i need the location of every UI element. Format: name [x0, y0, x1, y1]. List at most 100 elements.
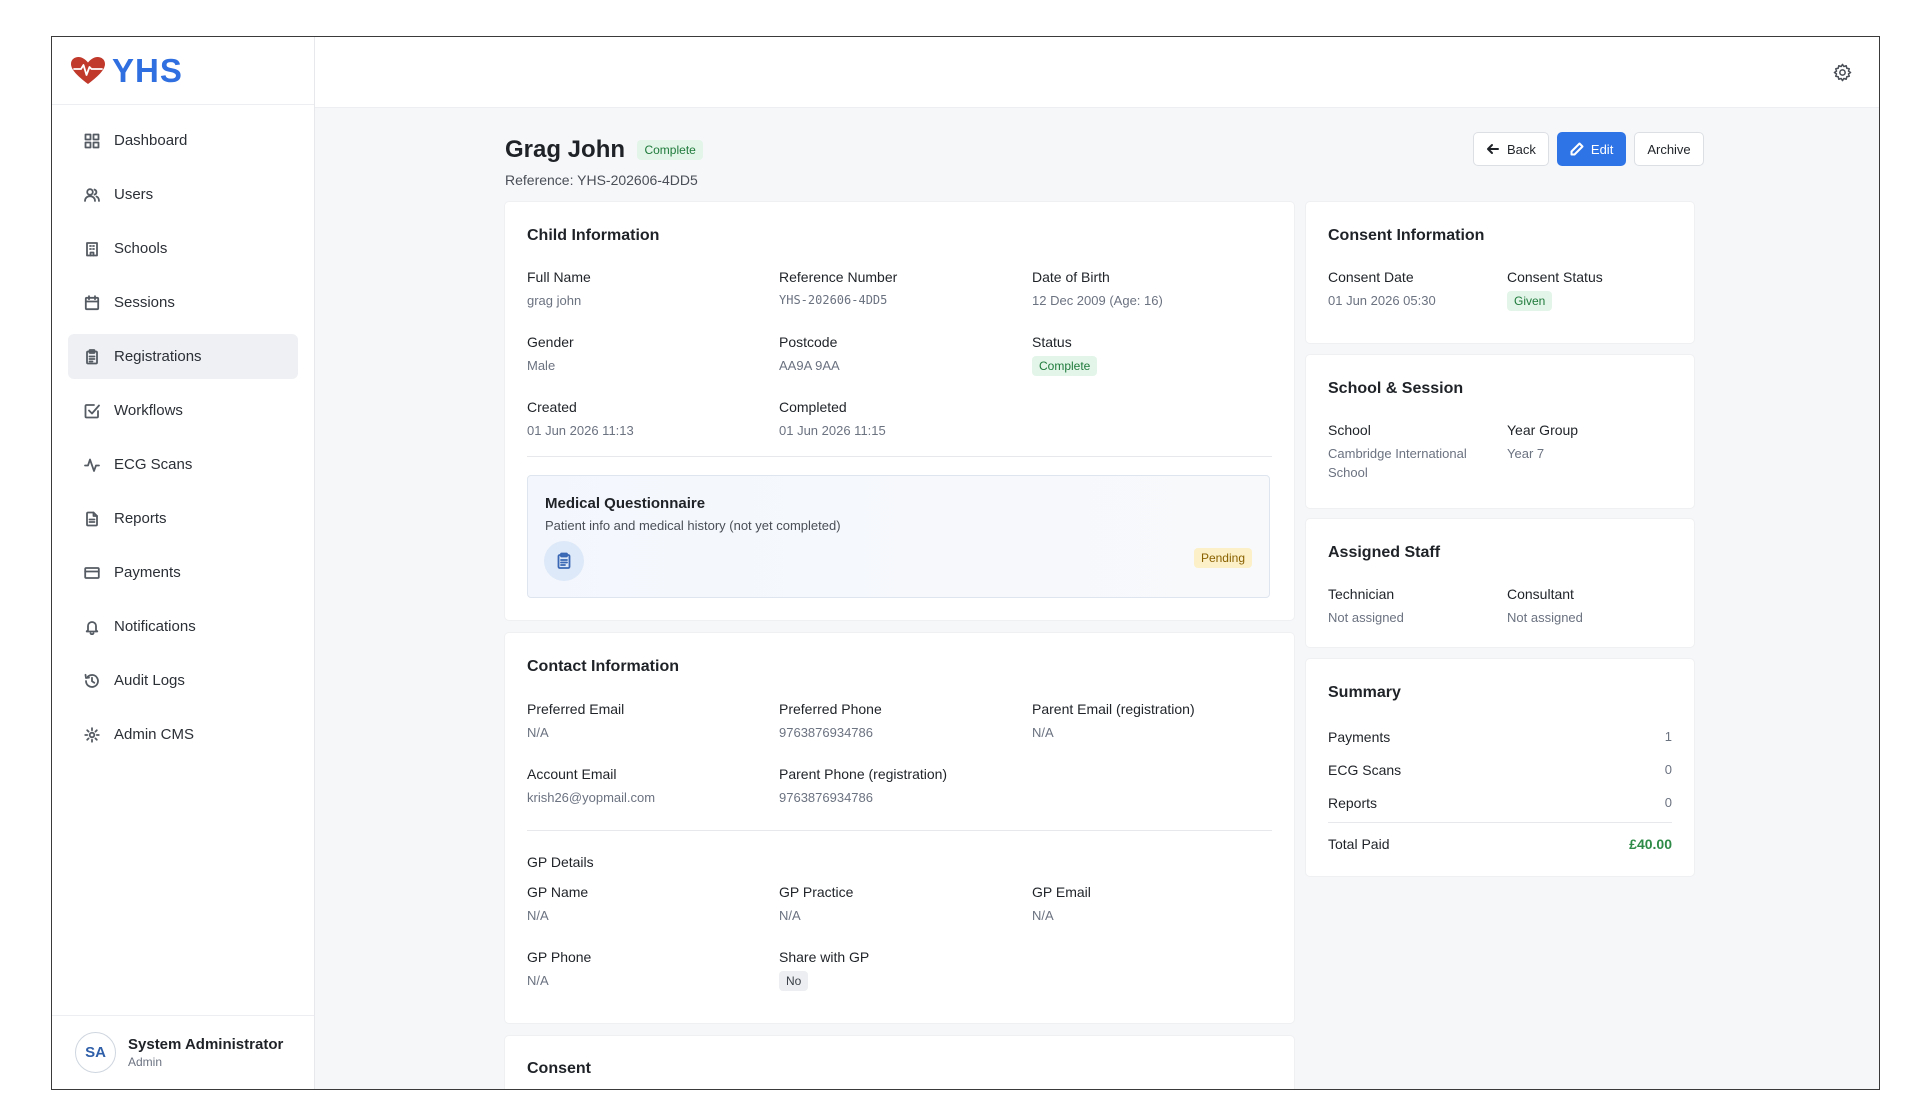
gp-name-field: GP Name N/A — [527, 884, 589, 923]
page-title: Grag John — [505, 136, 626, 163]
history-icon — [84, 673, 99, 688]
questionnaire-title: Medical Questionnaire — [545, 495, 706, 512]
card-icon — [84, 566, 100, 579]
sidebar-item-label: Payments — [114, 564, 181, 581]
gear-icon — [84, 726, 100, 743]
summary-row-total-paid: Total Paid £40.00 — [1328, 836, 1672, 852]
consent-card: Consent — [505, 1036, 1294, 1089]
sidebar-item-notifications[interactable]: Notifications — [68, 604, 298, 649]
sidebar-item-users[interactable]: Users — [68, 172, 298, 217]
sidebar-item-label: Admin CMS — [114, 726, 195, 743]
sidebar-item-label: Schools — [114, 240, 168, 257]
gp-practice-field: GP Practice N/A — [779, 884, 854, 923]
school-field: School Cambridge International School — [1328, 422, 1467, 480]
calendar-icon — [84, 294, 100, 310]
share-with-gp-field: Share with GP No — [779, 949, 869, 991]
consultant-field: Consultant Not assigned — [1507, 586, 1583, 625]
clipboard-icon — [86, 348, 98, 364]
school-session-card: School & Session School Cambridge Intern… — [1306, 355, 1694, 508]
summary-row-payments: Payments 1 — [1328, 729, 1672, 745]
sidebar-item-reports[interactable]: Reports — [68, 496, 298, 541]
card-title: School & Session — [1328, 380, 1464, 397]
divider — [527, 456, 1272, 457]
user-role: Admin — [128, 1055, 163, 1069]
sidebar-item-payments[interactable]: Payments — [68, 550, 298, 595]
reference-text: Reference: YHS-202606-4DD5 — [505, 172, 698, 188]
postcode-field: Postcode AA9A 9AA — [779, 334, 840, 373]
preferred-email-field: Preferred Email N/A — [527, 701, 625, 740]
users-icon — [84, 187, 100, 202]
sidebar-item-label: Notifications — [114, 618, 196, 635]
page-header: Grag John Complete Reference: YHS-202606… — [505, 136, 703, 188]
sidebar-item-label: Workflows — [114, 402, 183, 419]
app-window: YHS Dashboard Users Schools Sessions Reg… — [51, 36, 1880, 1090]
status-field: Status Complete — [1032, 334, 1098, 376]
consent-status-field: Consent Status Given — [1507, 269, 1603, 311]
app-name: YHS — [112, 51, 183, 89]
divider — [1328, 822, 1672, 823]
settings-icon[interactable] — [1833, 63, 1852, 82]
sidebar-item-label: Sessions — [114, 294, 175, 311]
status-badge: Complete — [637, 140, 703, 160]
sidebar-item-label: ECG Scans — [114, 456, 193, 473]
sidebar-item-audit-logs[interactable]: Audit Logs — [68, 658, 298, 703]
consent-date-field: Consent Date 01 Jun 2026 05:30 — [1328, 269, 1436, 308]
gp-details-heading: GP Details — [527, 854, 594, 870]
file-icon — [86, 511, 98, 526]
contact-information-card: Contact Information Preferred Email N/A … — [505, 633, 1294, 1023]
logo[interactable]: YHS — [52, 37, 314, 105]
summary-card: Summary Payments 1 ECG Scans 0 Reports 0… — [1306, 659, 1694, 876]
gp-phone-field: GP Phone N/A — [527, 949, 592, 988]
top-bar — [315, 37, 1879, 108]
sidebar: YHS Dashboard Users Schools Sessions Reg… — [52, 37, 315, 1089]
card-title: Child Information — [527, 227, 660, 244]
card-title: Contact Information — [527, 658, 679, 675]
avatar: SA — [75, 1032, 116, 1073]
pending-badge: Pending — [1193, 548, 1252, 568]
activity-icon — [84, 458, 100, 472]
main-content: Grag John Complete Reference: YHS-202606… — [315, 108, 1879, 1089]
consent-information-card: Consent Information Consent Date 01 Jun … — [1306, 202, 1694, 343]
summary-row-ecg-scans: ECG Scans 0 — [1328, 762, 1672, 778]
back-button[interactable]: Back — [1473, 132, 1549, 166]
clipboard-icon — [544, 541, 584, 581]
parent-phone-field: Parent Phone (registration) 976387693478… — [779, 766, 948, 805]
sidebar-item-registrations[interactable]: Registrations — [68, 334, 298, 379]
sidebar-item-label: Users — [114, 186, 154, 203]
reference-number-field: Reference Number YHS-202606-4DD5 — [779, 269, 898, 307]
created-field: Created 01 Jun 2026 11:13 — [527, 399, 634, 438]
user-profile[interactable]: SA System Administrator Admin — [52, 1015, 314, 1089]
child-information-card: Child Information Full Name grag john Re… — [505, 202, 1294, 620]
card-title: Consent Information — [1328, 227, 1485, 244]
gender-field: Gender Male — [527, 334, 574, 373]
assigned-staff-card: Assigned Staff Technician Not assigned C… — [1306, 519, 1694, 647]
technician-field: Technician Not assigned — [1328, 586, 1404, 625]
share-gp-badge: No — [779, 971, 809, 991]
heart-pulse-icon — [71, 56, 105, 84]
sidebar-item-sessions[interactable]: Sessions — [68, 280, 298, 325]
full-name-field: Full Name grag john — [527, 269, 591, 308]
sidebar-item-ecg-scans[interactable]: ECG Scans — [68, 442, 298, 487]
questionnaire-subtitle: Patient info and medical history (not ye… — [545, 518, 841, 533]
sidebar-item-admin-cms[interactable]: Admin CMS — [68, 712, 298, 757]
card-title: Consent — [527, 1060, 591, 1077]
sidebar-item-label: Audit Logs — [114, 672, 185, 689]
edit-button[interactable]: Edit — [1556, 132, 1627, 166]
account-email-field: Account Email krish26@yopmail.com — [527, 766, 656, 805]
divider — [527, 830, 1272, 831]
sidebar-item-workflows[interactable]: Workflows — [68, 388, 298, 433]
sidebar-item-dashboard[interactable]: Dashboard — [68, 118, 298, 163]
sidebar-nav: Dashboard Users Schools Sessions Registr… — [52, 105, 314, 757]
user-name: System Administrator — [128, 1036, 284, 1053]
year-group-field: Year Group Year 7 — [1507, 422, 1579, 461]
medical-questionnaire-panel[interactable]: Medical Questionnaire Patient info and m… — [527, 475, 1270, 598]
card-title: Summary — [1328, 684, 1401, 701]
arrow-left-icon — [1487, 144, 1499, 154]
archive-button[interactable]: Archive — [1634, 132, 1704, 166]
card-title: Assigned Staff — [1328, 544, 1441, 561]
sidebar-item-schools[interactable]: Schools — [68, 226, 298, 271]
completed-field: Completed 01 Jun 2026 11:15 — [779, 399, 886, 438]
grid-icon — [84, 133, 100, 148]
gp-email-field: GP Email N/A — [1032, 884, 1091, 923]
building-icon — [86, 241, 98, 256]
